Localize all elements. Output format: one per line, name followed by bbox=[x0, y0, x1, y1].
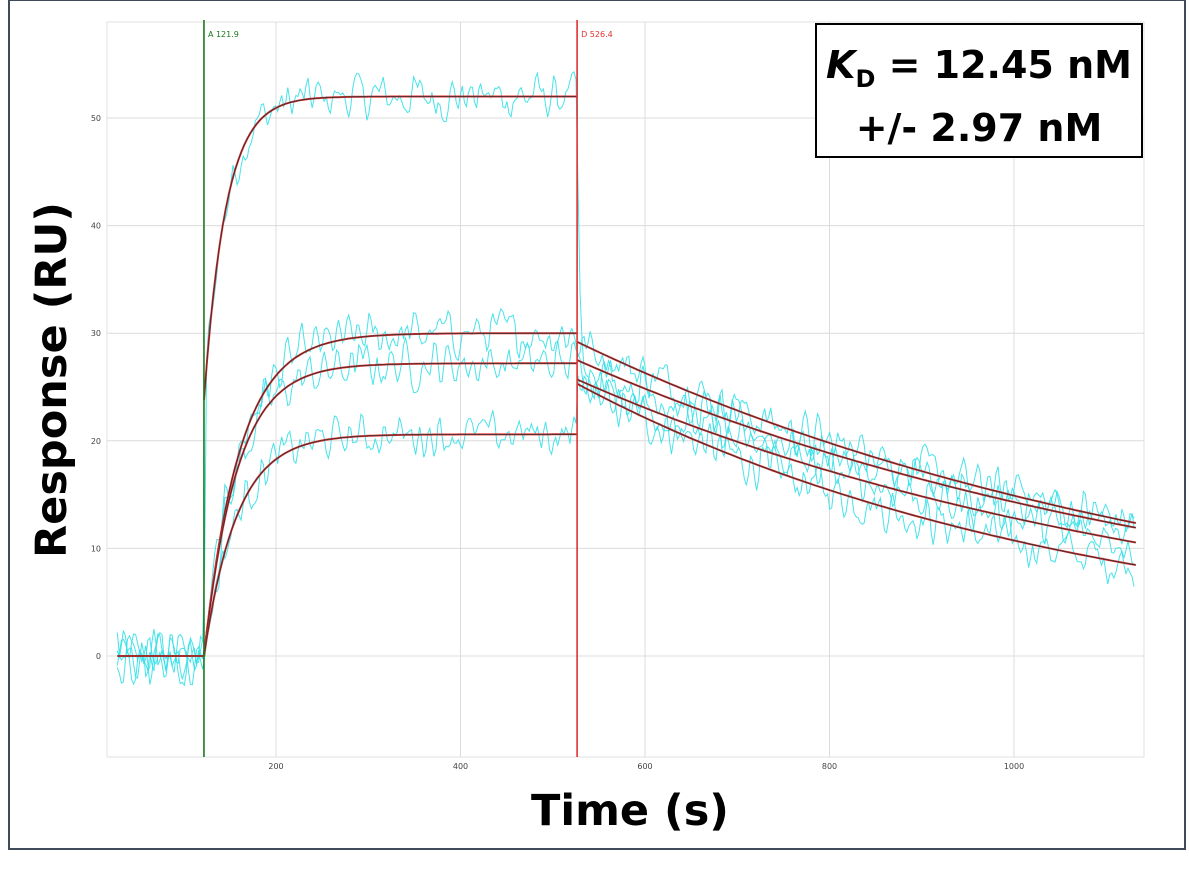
fit-curve bbox=[203, 362, 578, 657]
x-tick-label: 400 bbox=[453, 762, 468, 771]
y-tick-label: 0 bbox=[96, 652, 101, 661]
kd-symbol: K bbox=[826, 43, 856, 87]
kd-annotation-box: KD = 12.45 nM +/- 2.97 nM bbox=[815, 23, 1143, 158]
fit-curve-core bbox=[576, 379, 1136, 543]
fit-curve bbox=[203, 433, 578, 657]
y-tick-label: 10 bbox=[91, 544, 101, 553]
x-axis-title: Time (s) bbox=[531, 786, 729, 836]
fit-curve-core bbox=[576, 359, 1136, 529]
y-tick-label: 20 bbox=[91, 437, 101, 446]
association-marker-label: A 121.9 bbox=[208, 30, 239, 39]
y-axis-title: Response (RU) bbox=[27, 202, 77, 558]
y-axis-title-wrap: Response (RU) bbox=[22, 160, 82, 600]
sensorgram-traces bbox=[116, 71, 1135, 687]
fit-curve bbox=[576, 340, 1136, 524]
fit-curve-core bbox=[576, 341, 1136, 524]
sensorgram-trace bbox=[116, 71, 1135, 680]
kd-error: +/- 2.97 nM bbox=[855, 106, 1103, 150]
plot-area-border bbox=[106, 21, 1145, 758]
fit-curve-core bbox=[576, 383, 1136, 566]
fit-curves bbox=[117, 95, 1136, 657]
y-tick-label: 40 bbox=[91, 222, 101, 231]
kd-value: = 12.45 nM bbox=[888, 43, 1132, 87]
kd-value-line: KD = 12.45 nM bbox=[817, 41, 1141, 103]
tick-labels: 200 400 600 800 1000 0 10 20 30 40 50 bbox=[91, 114, 1024, 771]
x-tick-label: 200 bbox=[268, 762, 283, 771]
y-tick-label: 30 bbox=[91, 329, 101, 338]
fit-curve bbox=[203, 332, 578, 657]
sensorgram-trace bbox=[116, 371, 1135, 687]
x-tick-label: 1000 bbox=[1004, 762, 1024, 771]
x-tick-label: 800 bbox=[822, 762, 837, 771]
fit-curve-core bbox=[203, 332, 578, 657]
injection-markers: A 121.9 D 526.4 bbox=[203, 20, 613, 757]
fit-curve-core bbox=[203, 362, 578, 657]
y-tick-label: 50 bbox=[91, 114, 101, 123]
x-tick-label: 600 bbox=[637, 762, 652, 771]
sensorgram-trace bbox=[116, 307, 1135, 684]
dissociation-marker-label: D 526.4 bbox=[581, 30, 613, 39]
fit-curve-core bbox=[203, 433, 578, 657]
fit-curve-core bbox=[203, 96, 578, 400]
fit-curve bbox=[203, 95, 578, 400]
kd-subscript: D bbox=[855, 65, 876, 93]
fit-curve bbox=[576, 382, 1136, 566]
